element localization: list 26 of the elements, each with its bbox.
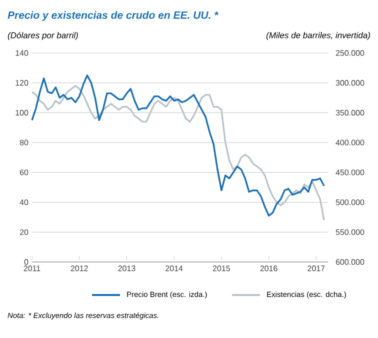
x-tick-label: 2014 bbox=[166, 266, 183, 272]
y-axis-title: (Dólares por barril) bbox=[8, 32, 78, 40]
y2-tick-label: 300.000 bbox=[336, 80, 364, 86]
x-tick-label: 2017 bbox=[308, 266, 325, 272]
y2-tick-label: 600.000 bbox=[336, 259, 364, 265]
x-tick-label: 2013 bbox=[118, 266, 136, 272]
y2-tick-label: 250.000 bbox=[336, 50, 364, 56]
y-tick-label: 60 bbox=[20, 170, 28, 176]
y-tick-label: 0 bbox=[24, 259, 28, 265]
y2-tick-label: 350.000 bbox=[336, 110, 364, 116]
x-tick-label: 2012 bbox=[70, 266, 88, 272]
y-tick-label: 20 bbox=[20, 229, 28, 235]
y2-axis-title: (Miles de barriles, invertida) bbox=[266, 32, 370, 40]
y-tick-label: 140 bbox=[16, 50, 28, 56]
y-tick-label: 40 bbox=[20, 199, 28, 206]
y-tick-label: 120 bbox=[16, 80, 28, 86]
x-tick-label: 2016 bbox=[260, 266, 278, 272]
y2-tick-label: 450.000 bbox=[336, 170, 364, 176]
chart-title: Precio y existencias de crudo en EE. UU. * bbox=[8, 11, 219, 21]
y-tick-label: 100 bbox=[16, 110, 28, 116]
y2-tick-label: 400.000 bbox=[336, 140, 364, 146]
x-tick-label: 2011 bbox=[24, 266, 40, 272]
y-tick-label: 80 bbox=[20, 140, 28, 146]
y2-tick-label: 550.000 bbox=[336, 229, 364, 235]
y2-tick-label: 500.000 bbox=[336, 199, 364, 206]
x-tick-label: 2015 bbox=[212, 266, 230, 272]
